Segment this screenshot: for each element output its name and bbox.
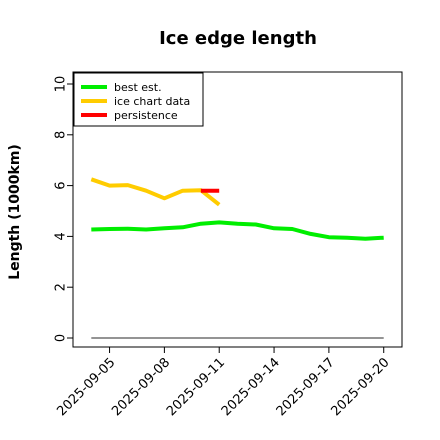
series-line-ice-chart-data bbox=[90, 177, 221, 207]
legend-entry: persistence bbox=[114, 109, 178, 122]
plot-frame bbox=[72, 71, 403, 348]
chart-title: Ice edge length bbox=[159, 28, 317, 49]
y-tick-label: 8 bbox=[54, 131, 69, 139]
y-tick-label: 2 bbox=[54, 283, 69, 291]
y-tick-label: 4 bbox=[54, 232, 69, 240]
y-tick-label: 0 bbox=[54, 334, 69, 342]
x-tick-label: 2025-09-14 bbox=[219, 355, 283, 419]
y-axis: 0 2 4 6 8 10 bbox=[54, 76, 73, 342]
y-tick-label: 6 bbox=[54, 181, 69, 189]
x-axis: 2025-09-052025-09-082025-09-112025-09-14… bbox=[54, 347, 393, 419]
x-tick-label: 2025-09-11 bbox=[164, 355, 228, 419]
x-tick-label: 2025-09-17 bbox=[274, 355, 338, 419]
y-tick-label: 10 bbox=[54, 76, 69, 93]
x-tick-label: 2025-09-20 bbox=[329, 355, 393, 419]
series-lines bbox=[90, 177, 384, 339]
series-line-best-est- bbox=[91, 220, 384, 241]
y-axis-label: Length (1000km) bbox=[7, 144, 23, 280]
legend-entry: best est. bbox=[114, 81, 162, 94]
x-tick-label: 2025-09-08 bbox=[109, 355, 173, 419]
x-tick-label: 2025-09-05 bbox=[54, 355, 118, 419]
legend-entry: ice chart data bbox=[114, 95, 190, 108]
